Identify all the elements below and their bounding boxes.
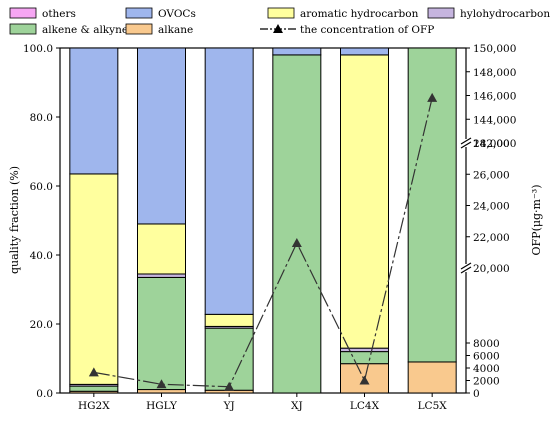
right-tick-label: 8000 (473, 338, 500, 350)
right-tick-label: 22,000 (473, 232, 510, 244)
legend: others OVOCs aromatic hydrocarbon hylohydro… (9, 7, 550, 36)
bar-segment-alkene-alkyne (272, 54, 322, 394)
legend-swatch (9, 23, 37, 35)
left-tick-label: 60.0 (30, 181, 53, 193)
axis-break-mark (460, 262, 472, 270)
left-tick-label: 0.0 (36, 388, 53, 400)
left-tick-label: 40.0 (30, 250, 53, 262)
x-tick-label: HGLY (146, 400, 178, 412)
legend-swatch (9, 7, 37, 19)
axis-break-mark (460, 137, 472, 145)
plot-frame (59, 47, 467, 394)
left-axis: 0.0 20.0 40.0 60.0 80.0 100.0 (23, 43, 60, 400)
bar-segment-aromatic-hydrocarbon (69, 173, 119, 385)
ofp-point (291, 238, 302, 247)
left-axis-label: quality fraction (%) (8, 166, 21, 274)
x-tick-label: XJ (291, 400, 303, 412)
right-tick-label: 146,000 (473, 91, 516, 103)
right-axis-label: OFP(μg·m⁻³) (530, 185, 543, 256)
left-tick-label: 80.0 (30, 112, 53, 124)
axis-break-mark (460, 141, 472, 149)
right-tick-label: 0 (473, 388, 480, 400)
bars (69, 47, 457, 394)
ofp-point (88, 367, 99, 377)
left-tick-label: 100.0 (23, 43, 53, 55)
axis-break-mark (460, 266, 472, 274)
legend-label: hylohydrocarbon (460, 8, 550, 20)
legend-marker (273, 24, 283, 33)
bar-segment-ovocs (204, 47, 254, 315)
bar-segment-alkene-alkyne (340, 351, 389, 365)
legend-label: OVOCs (158, 8, 196, 20)
ofp-line-series (88, 92, 438, 391)
right-tick-label: 142,000 (473, 138, 516, 150)
ofp-point (224, 381, 235, 391)
bar-segment-alkene-alkyne (69, 385, 119, 392)
x-tick-label: HG2X (78, 400, 110, 412)
right-tick-label: 150,000 (473, 43, 516, 55)
bar-segment-ovocs (272, 47, 322, 56)
legend-swatch (125, 7, 153, 19)
legend-swatch (267, 7, 295, 19)
bar-segment-hylohydrocarbon (137, 273, 186, 278)
right-tick-label: 28,000 (473, 138, 510, 150)
bar-segment-ovocs (137, 47, 186, 225)
ofp-point (427, 92, 438, 102)
bar-segment-alkene-alkyne (137, 276, 186, 391)
right-tick-label: 6000 (473, 351, 500, 363)
bar-segment-alkane (407, 361, 457, 394)
bar-segment-aromatic-hydrocarbon (137, 223, 186, 275)
right-tick-label: 148,000 (473, 67, 516, 79)
bar-segment-aromatic-hydrocarbon (204, 313, 254, 327)
legend-swatch (427, 7, 455, 19)
legend-label: alkane (158, 24, 193, 36)
legend-label: aromatic hydrocarbon (300, 8, 419, 20)
x-axis: HG2X HGLY YJ XJ LC4X LC5X (78, 393, 447, 412)
ofp-point (359, 375, 370, 385)
axis-break-gap (462, 264, 470, 272)
ofp-line (93, 97, 433, 388)
legend-swatch (125, 23, 153, 35)
legend-label: alkene & alkyne (42, 24, 128, 36)
right-tick-label: 20,000 (473, 263, 510, 275)
x-tick-label: LC5X (418, 400, 448, 412)
right-tick-label: 2000 (473, 376, 500, 388)
bar-segment-alkene-alkyne (204, 327, 254, 391)
right-tick-label: 4000 (473, 363, 500, 375)
axis-break-gap (462, 139, 470, 147)
x-tick-label: YJ (223, 400, 235, 412)
bar-segment-ovocs (69, 47, 119, 175)
bar-segment-hylohydrocarbon (340, 347, 389, 353)
legend-label: the concentration of OFP (300, 24, 434, 36)
right-tick-label: 144,000 (473, 114, 516, 126)
bar-segment-alkane (137, 389, 186, 394)
right-tick-label: 24,000 (473, 201, 510, 213)
ofp-point (156, 379, 167, 389)
bar-segment-aromatic-hydrocarbon (340, 54, 389, 349)
left-tick-label: 20.0 (30, 319, 53, 331)
x-tick-label: LC4X (350, 400, 380, 412)
right-tick-label: 26,000 (473, 169, 510, 181)
legend-label: others (42, 8, 76, 20)
bar-segment-ovocs (340, 47, 389, 56)
